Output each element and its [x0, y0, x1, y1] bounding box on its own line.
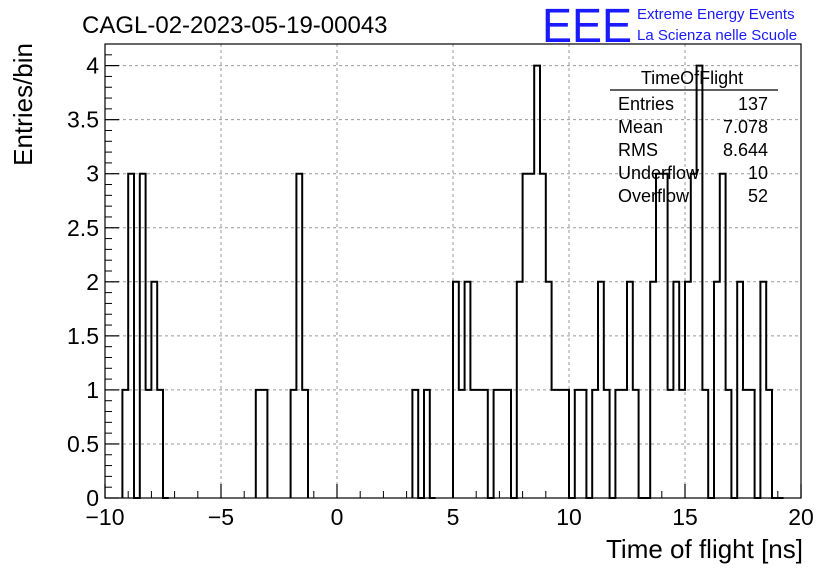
- stats-row-value: 52: [748, 186, 768, 206]
- eee-logo: EEE: [542, 0, 632, 53]
- y-tick-label: 3: [86, 161, 99, 187]
- x-tick-label: 20: [788, 504, 814, 530]
- y-axis-label: Entries/bin: [8, 43, 38, 166]
- stats-row-value: 10: [748, 163, 768, 183]
- stats-box-title: TimeOfFlight: [641, 68, 743, 88]
- x-tick-label: 10: [556, 504, 582, 530]
- stats-row-label: Mean: [618, 117, 663, 137]
- run-title: CAGL-02-2023-05-19-00043: [82, 12, 388, 39]
- org-name-line2: La Scienza nelle Scuole: [637, 27, 797, 44]
- x-tick-label: 5: [447, 504, 460, 530]
- x-tick-label: 0: [331, 504, 344, 530]
- x-axis-label: Time of flight [ns]: [606, 534, 803, 564]
- y-tick-label: 1.5: [67, 323, 99, 349]
- histogram-series-line: [121, 64, 784, 499]
- y-tick-label: 1: [86, 377, 99, 403]
- stats-rows: Entries 137 Mean 7.078 RMS 8.644 Underflow 10 Ov…: [618, 94, 768, 206]
- stats-box: TimeOfFlight Entries 137 Mean 7.078 RMS 8.644…: [610, 68, 778, 206]
- stats-row-label: Overflow: [618, 186, 690, 206]
- y-tick-label: 2: [86, 269, 99, 295]
- stats-row-value: 137: [738, 94, 768, 114]
- stats-row-label: Underflow: [618, 163, 700, 183]
- stats-row-value: 7.078: [723, 117, 768, 137]
- axis-ticks: −10 −5 0 5 10 15 20 0 0.5 1 1.5 2 2.5 3 3.5 4: [67, 53, 814, 530]
- x-tick-label: −10: [85, 504, 124, 530]
- stats-row-label: Entries: [618, 94, 674, 114]
- y-tick-label: 0: [86, 485, 99, 511]
- x-tick-label: 15: [672, 504, 698, 530]
- y-tick-label: 0.5: [67, 431, 99, 457]
- y-tick-label: 2.5: [67, 215, 99, 241]
- org-name-line1: Extreme Energy Events: [637, 6, 795, 23]
- y-tick-label: 4: [86, 53, 99, 79]
- stats-row-label: RMS: [618, 140, 658, 160]
- x-tick-label: −5: [208, 504, 234, 530]
- y-tick-label: 3.5: [67, 107, 99, 133]
- stats-row-value: 8.644: [723, 140, 768, 160]
